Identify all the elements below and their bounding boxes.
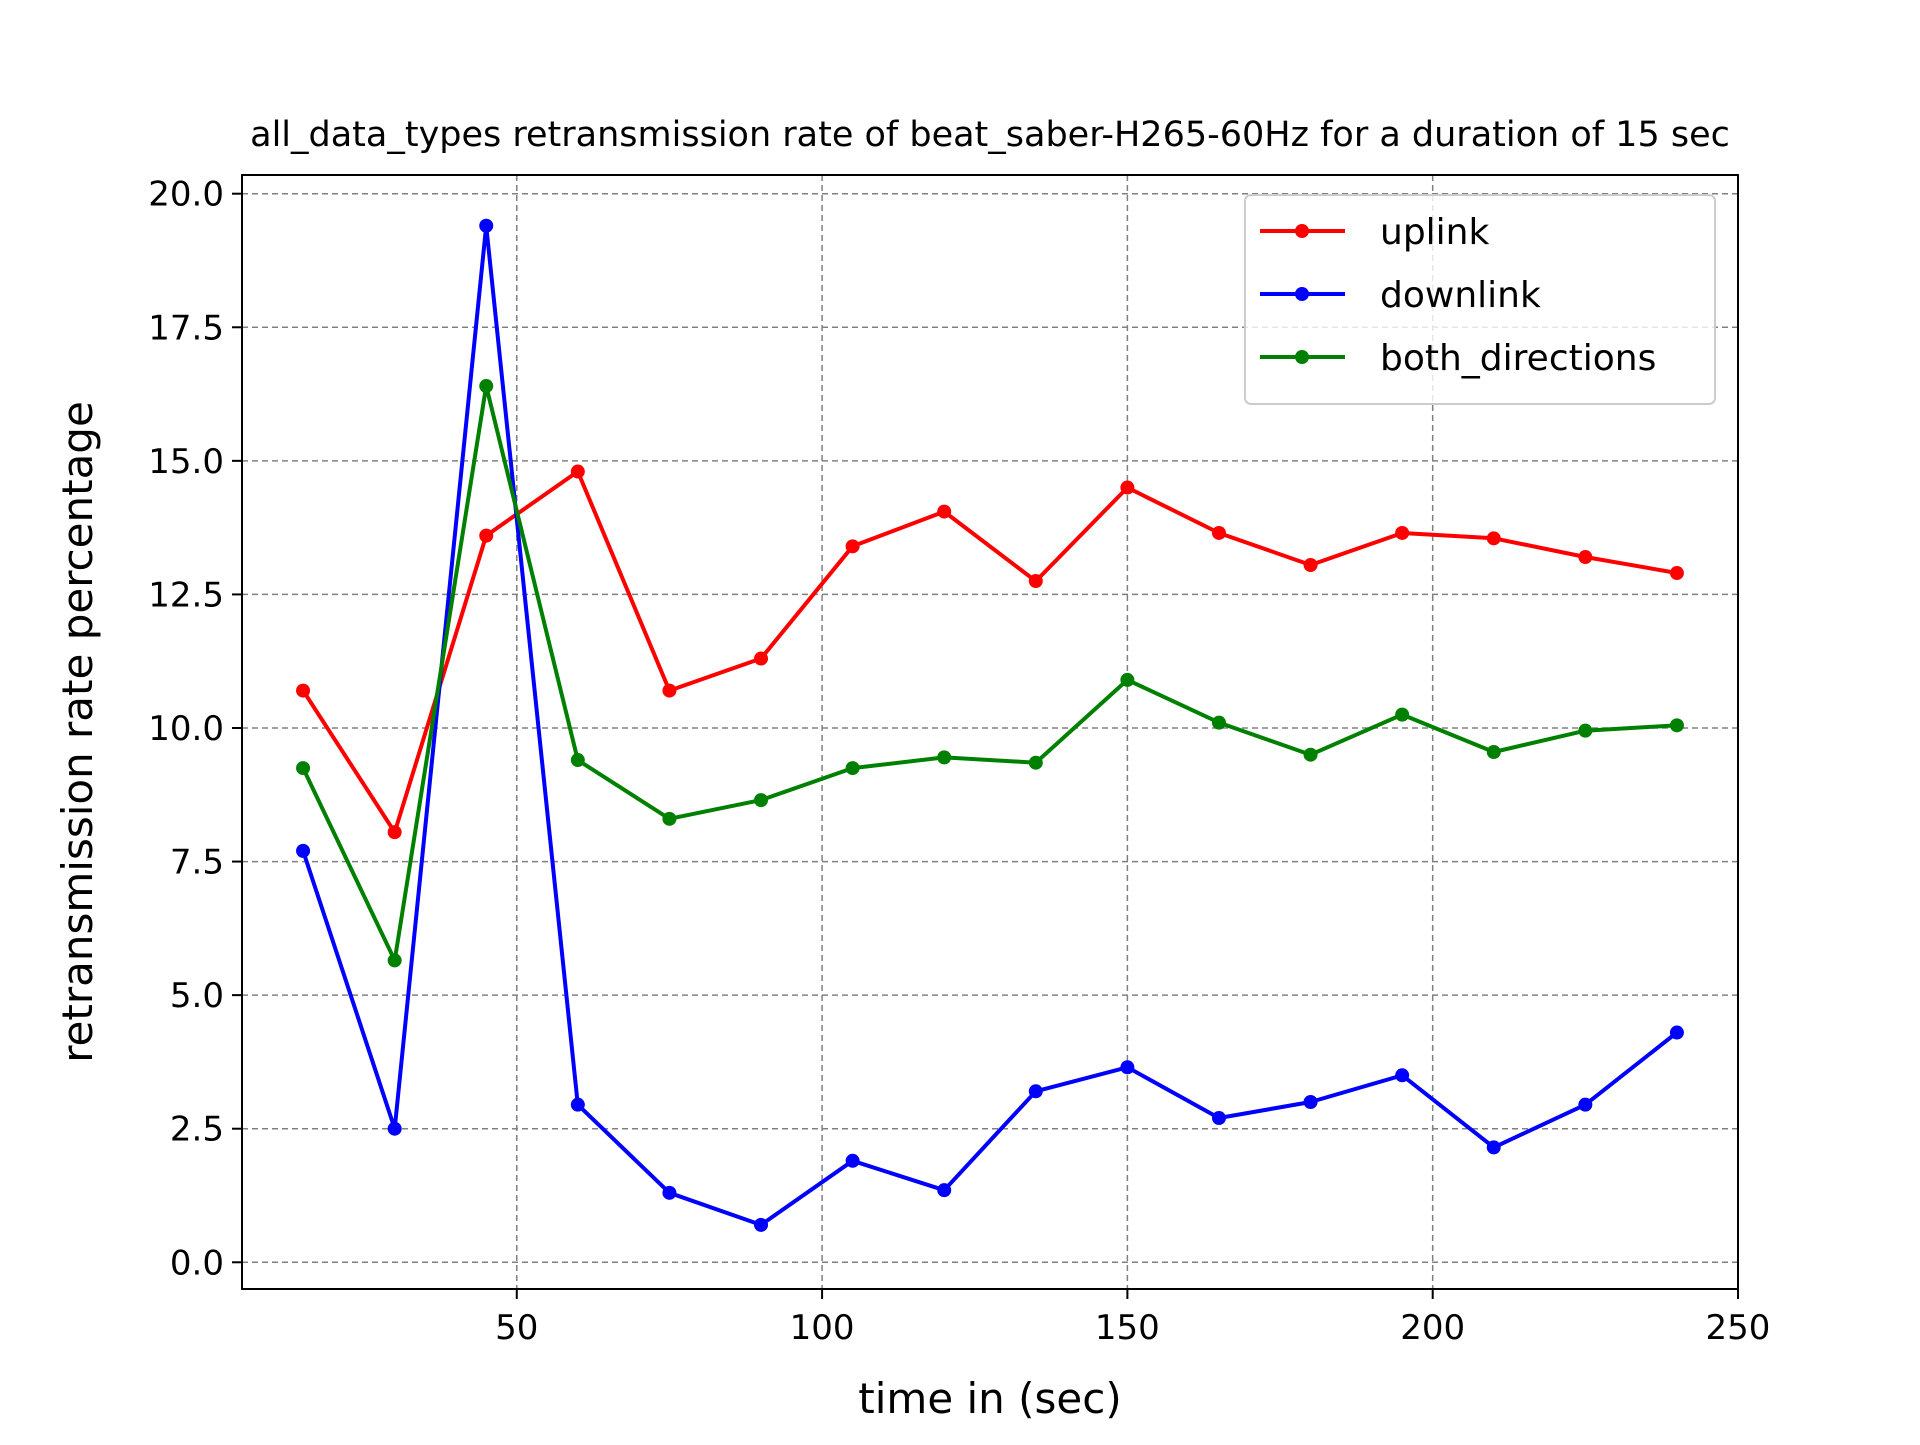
y-tick-label: 10.0 <box>148 709 224 749</box>
legend-swatch-marker <box>1295 350 1309 364</box>
series-uplink <box>296 464 1684 840</box>
legend-box <box>1244 194 1716 405</box>
data-point-both_directions <box>937 750 952 765</box>
data-point-uplink <box>296 683 311 698</box>
legend-item-both_directions: both_directions <box>1260 338 1656 379</box>
data-point-uplink <box>662 683 677 698</box>
y-tick-label: 2.5 <box>170 1110 224 1150</box>
data-point-downlink <box>1120 1060 1135 1075</box>
x-tick-label: 150 <box>1095 1308 1160 1348</box>
data-point-both_directions <box>845 761 860 776</box>
data-point-downlink <box>937 1183 952 1198</box>
legend-label: downlink <box>1380 275 1541 316</box>
data-point-uplink <box>1028 574 1043 589</box>
data-point-both_directions <box>1395 707 1410 722</box>
data-point-both_directions <box>1669 718 1684 733</box>
data-point-uplink <box>1120 480 1135 495</box>
data-point-both_directions <box>1486 745 1501 760</box>
data-point-uplink <box>845 539 860 554</box>
legend-label: uplink <box>1380 212 1489 253</box>
x-tick-label: 100 <box>790 1308 855 1348</box>
data-point-downlink <box>296 843 311 858</box>
data-point-uplink <box>754 651 769 666</box>
legend-swatch-marker <box>1295 287 1309 301</box>
legend-swatch-marker <box>1295 224 1309 238</box>
data-point-downlink <box>1669 1025 1684 1040</box>
data-point-uplink <box>479 528 494 543</box>
data-point-both_directions <box>570 753 585 768</box>
data-point-both_directions <box>387 953 402 968</box>
data-point-downlink <box>1395 1068 1410 1083</box>
chart-title: all_data_types retransmission rate of be… <box>250 115 1730 155</box>
data-point-downlink <box>387 1121 402 1136</box>
plot-frame <box>241 174 1739 1290</box>
data-point-downlink <box>845 1153 860 1168</box>
data-point-downlink <box>1211 1111 1226 1126</box>
data-point-uplink <box>1669 566 1684 581</box>
axis-ticks: 50 100 150 200 250 0.0 2.5 5.0 7.5 10.0 12.5 15.0 17… <box>148 175 1770 1348</box>
series-both_directions <box>296 379 1684 968</box>
y-tick-label: 7.5 <box>170 843 224 883</box>
data-point-both_directions <box>754 793 769 808</box>
data-point-both_directions <box>1211 715 1226 730</box>
y-tick-label: 5.0 <box>170 976 224 1016</box>
data-point-downlink <box>754 1217 769 1232</box>
data-point-uplink <box>1303 558 1318 573</box>
data-point-uplink <box>387 825 402 840</box>
data-point-uplink <box>1211 525 1226 540</box>
data-point-both_directions <box>1120 672 1135 687</box>
data-point-uplink <box>1395 525 1410 540</box>
data-point-both_directions <box>662 811 677 826</box>
data-point-both_directions <box>1578 723 1593 738</box>
data-point-downlink <box>570 1097 585 1112</box>
data-point-both_directions <box>479 379 494 394</box>
series-layer <box>296 218 1684 1232</box>
x-tick-label: 200 <box>1400 1308 1465 1348</box>
x-axis-label: time in (sec) <box>858 1374 1121 1423</box>
series-line-uplink <box>301 469 1678 835</box>
data-point-both_directions <box>1303 747 1318 762</box>
y-tick-label: 20.0 <box>148 175 224 215</box>
legend-item-downlink: downlink <box>1260 275 1541 316</box>
x-tick-label: 50 <box>495 1308 538 1348</box>
data-point-uplink <box>570 464 585 479</box>
x-tick-label: 250 <box>1706 1308 1771 1348</box>
data-point-downlink <box>1303 1094 1318 1109</box>
data-point-downlink <box>662 1185 677 1200</box>
y-tick-label: 15.0 <box>148 442 224 482</box>
legend: uplink downlink both_directions <box>1244 194 1716 405</box>
legend-item-uplink: uplink <box>1260 212 1489 253</box>
data-point-downlink <box>1028 1084 1043 1099</box>
data-point-downlink <box>479 218 494 233</box>
series-downlink <box>296 218 1684 1232</box>
data-point-downlink <box>1578 1097 1593 1112</box>
y-tick-label: 17.5 <box>148 308 224 348</box>
data-point-uplink <box>937 504 952 519</box>
y-tick-label: 0.0 <box>170 1243 224 1283</box>
data-point-downlink <box>1486 1140 1501 1155</box>
series-line-downlink <box>301 223 1679 1227</box>
series-line-both_directions <box>301 384 1678 963</box>
y-tick-label: 12.5 <box>148 575 224 615</box>
data-point-both_directions <box>1028 755 1043 770</box>
data-point-both_directions <box>296 761 311 776</box>
legend-label: both_directions <box>1380 338 1656 379</box>
data-point-uplink <box>1486 531 1501 546</box>
y-axis-label: retransmission rate percentage <box>53 401 102 1063</box>
data-point-uplink <box>1578 550 1593 565</box>
